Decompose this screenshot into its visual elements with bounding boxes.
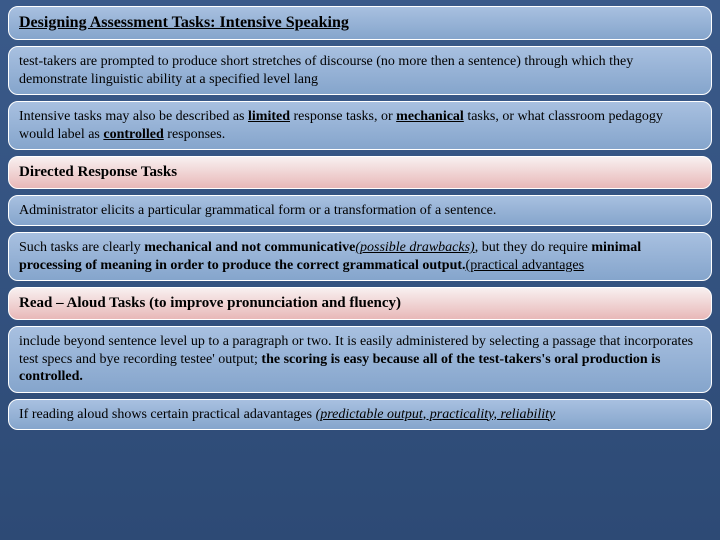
text-controlled: controlled [103,127,163,142]
content-block-6: If reading aloud shows certain practical… [8,399,712,431]
text-end: responses. [164,127,225,142]
text-6-pre: If reading aloud shows certain practical… [19,407,316,422]
text-pre: Intensive tasks may also be described as [19,109,248,124]
text-limited: limited [248,109,290,124]
heading-block-1: Directed Response Tasks [8,156,712,189]
text-4-paren2: (practical advantages [466,258,585,273]
content-text-3: Administrator elicits a particular gramm… [19,203,496,218]
content-block-3: Administrator elicits a particular gramm… [8,195,712,227]
text-4-mid: , but they do require [475,240,592,255]
heading-block-2: Read – Aloud Tasks (to improve pronuncia… [8,287,712,320]
text-mid1: response tasks, or [290,109,396,124]
content-block-2: Intensive tasks may also be described as… [8,101,712,150]
text-4-bold1: mechanical and not communicative [144,240,355,255]
content-block-5: include beyond sentence level up to a pa… [8,326,712,393]
heading-text-2: Read – Aloud Tasks (to improve pronuncia… [19,295,401,311]
content-block-1: test-takers are prompted to produce shor… [8,46,712,95]
title-block: Designing Assessment Tasks: Intensive Sp… [8,6,712,40]
title-text: Designing Assessment Tasks: Intensive Sp… [19,14,349,31]
text-mechanical: mechanical [396,109,464,124]
content-text-1: test-takers are prompted to produce shor… [19,54,633,87]
heading-text-1: Directed Response Tasks [19,164,177,180]
text-4-paren1: (possible drawbacks) [355,240,474,255]
text-4-pre: Such tasks are clearly [19,240,144,255]
text-6-paren: (predictable output, practicality, relia… [316,407,556,422]
content-block-4: Such tasks are clearly mechanical and no… [8,232,712,281]
